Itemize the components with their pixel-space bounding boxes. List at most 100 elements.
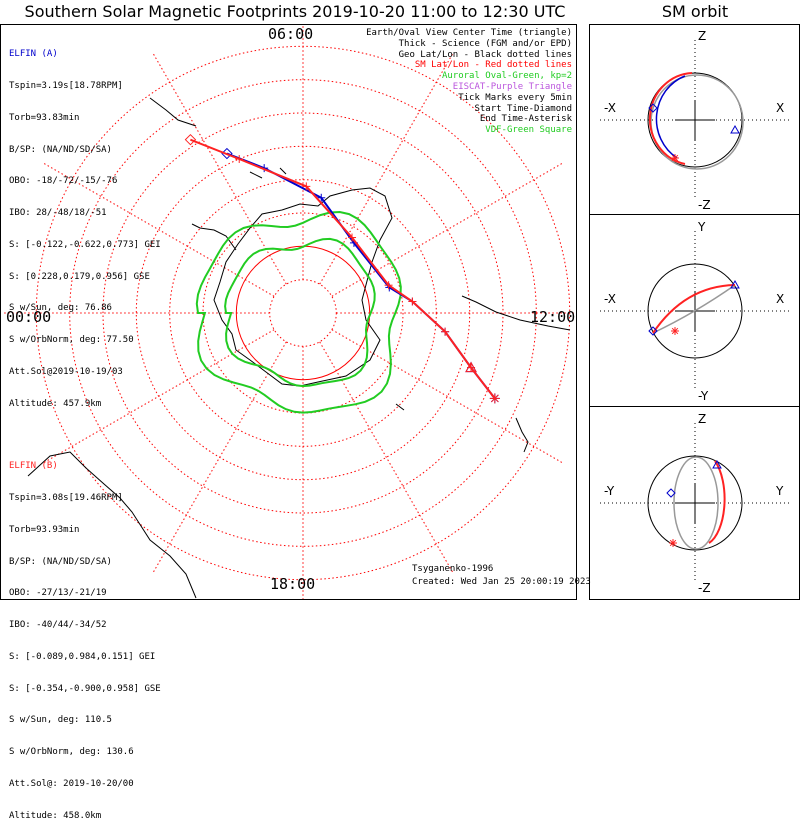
polar-map <box>3 25 576 599</box>
orbit-axis-label: -Y <box>698 389 709 403</box>
orbit-start-diamond <box>648 103 658 113</box>
legend-item: End Time-Asterisk <box>479 114 572 125</box>
sm-latitude-ring <box>102 112 504 514</box>
orbit-axis-label: Z <box>698 29 706 43</box>
earth-outline <box>647 72 743 168</box>
orbit-axis-label: -X <box>604 101 616 115</box>
elfin-b-line: Altitude: 458.0km <box>9 810 102 821</box>
auroral-oval-inner <box>224 237 376 388</box>
view-center-triangle <box>465 361 477 373</box>
elfin-a-line: S w/OrbNorm, deg: 77.50 <box>9 335 134 346</box>
elfin-a-line: Altitude: 457.9km <box>9 398 102 409</box>
orbit-view-triangle <box>712 459 722 469</box>
legend-item: Start Time-Diamond <box>474 103 572 114</box>
sm-latitude-ring <box>135 145 471 481</box>
auroral-oval-outer <box>195 210 402 414</box>
orbit-path-red <box>648 72 693 165</box>
orbit-title: SM orbit <box>661 2 729 21</box>
legend-item: Earth/Oval View Center Time (triangle) <box>366 28 572 38</box>
australia-coastline <box>461 295 571 331</box>
elfin-a-name: ELFIN (A) <box>9 49 58 60</box>
auroral-oval <box>195 210 402 414</box>
footprint-tracks <box>184 133 500 404</box>
elfin-b-line: B/SP: (NA/ND/SD/SA) <box>9 556 112 567</box>
mlt-label-bottom: 18:00 <box>270 575 316 593</box>
elfin-b-line: S w/Sun, deg: 110.5 <box>9 715 112 726</box>
orbit-path-gray <box>673 456 719 550</box>
orbit-start-diamond <box>666 488 676 498</box>
sm-longitude-spoke <box>42 162 275 297</box>
elfin-a-info: ELFIN (A) Tspin=3.19s[18.78RPM] Torb=93.… <box>9 28 161 420</box>
elfin-b-line: OBO: -27/13/-21/19 <box>9 588 107 599</box>
mlt-label-top: 06:00 <box>268 25 314 43</box>
elfin-b-track <box>190 138 496 400</box>
legend-item: Thick - Science (FGM and/or EPD) <box>398 38 572 49</box>
created-label: Created: Wed Jan 25 20:00:19 2023 <box>412 577 591 587</box>
mlt-label-right: 12:00 <box>530 308 576 326</box>
orbit-start-diamond <box>648 326 658 336</box>
earth-outline <box>647 263 743 359</box>
orbit-path-gray <box>652 284 736 334</box>
legend-item: Tick Marks every 5min <box>458 92 572 103</box>
legend-item: SM Lat/Lon - Red dotted lines <box>414 60 572 71</box>
orbit-path-red <box>652 284 736 334</box>
elfin-a-line: S w/Sun, deg: 76.86 <box>9 303 112 314</box>
elfin-b-line: Att.Sol@: 2019-10-20/00 <box>9 779 134 789</box>
elfin-b-line: S w/OrbNorm, deg: 130.6 <box>9 747 134 758</box>
orbit-panel: -X X Z -Z <box>600 29 790 212</box>
orbit-end-asterisk <box>671 154 679 162</box>
elfin-b-line: IBO: -40/44/-34/52 <box>9 620 107 631</box>
elfin-b-info: ELFIN (B) Tspin=3.08s[19.46RPM] Torb=93.… <box>9 440 161 832</box>
sm-longitude-spoke <box>42 329 275 464</box>
legend: Earth/Oval View Center Time (triangle) T… <box>366 28 572 136</box>
orbit-axis-label: X <box>776 292 784 306</box>
coastlines <box>27 97 571 599</box>
elfin-b-line: Tspin=3.08s[19.46RPM] <box>9 492 123 503</box>
legend-item: VDF-Green Square <box>485 125 572 136</box>
elfin-b-line: Torb=93.93min <box>9 524 80 535</box>
elfin-a-line: Torb=93.83min <box>9 112 80 123</box>
orbit-axis-label: X <box>776 101 784 115</box>
new-zealand-coastline <box>515 417 529 453</box>
elfin-b-line: S: [-0.089,0.984,0.151] GEI <box>9 651 156 662</box>
orbit-view-triangle <box>730 279 740 289</box>
start-diamond-marker <box>184 133 197 146</box>
orbit-axis-label: Y <box>697 220 706 234</box>
model-label: Tsyganenko-1996 <box>412 564 494 574</box>
legend-item: EISCAT-Purple Triangle <box>452 81 572 92</box>
africa-coastline <box>149 97 197 127</box>
orbit-panel: -Y Y Z -Z <box>600 412 790 595</box>
sm-latitude-ring <box>269 279 337 347</box>
orbit-axis-label: -Y <box>604 484 615 498</box>
sm-longitude-spoke <box>331 162 564 297</box>
south-america-coastline <box>27 451 197 599</box>
antarctic-peninsula-coastline <box>191 223 237 251</box>
end-asterisk-marker <box>490 394 499 403</box>
sm-longitude-spoke <box>319 52 454 285</box>
elfin-a-line: OBO: -18/-72/-15/-76 <box>9 176 118 187</box>
elfin-a-line: S: [-0.122,-0.622,0.773] GEI <box>9 239 161 250</box>
page-title: Southern Solar Magnetic Footprints 2019-… <box>24 2 566 21</box>
antarctica-coastline <box>213 187 393 387</box>
orbit-panel: -X X Y -Y <box>600 220 790 403</box>
islands-coastline <box>249 167 405 411</box>
orbit-path-gray <box>650 74 744 170</box>
elfin-a-line: B/SP: (NA/ND/SD/SA) <box>9 144 112 155</box>
orbit-panels: -X X Z -Z -X X Y -Y -Y Y Z -Z <box>600 29 790 595</box>
elfin-b-line: S: [-0.354,-0.900,0.958] GSE <box>9 683 161 694</box>
orbit-view-triangle <box>730 124 740 134</box>
orbit-axis-label: -Z <box>698 198 711 212</box>
mlt-label-left: 00:00 <box>6 308 52 326</box>
orbit-axis-label: -X <box>604 292 616 306</box>
sm-longitude-spoke <box>319 341 454 574</box>
orbit-end-asterisk <box>669 539 677 547</box>
orbit-path-red <box>708 460 726 544</box>
sm-longitude-spoke <box>152 52 287 285</box>
orbit-axis-label: Y <box>775 484 784 498</box>
sm-longitude-spoke <box>152 341 287 574</box>
orbit-path-blue <box>655 75 686 159</box>
earth-outline <box>647 455 743 551</box>
sm-longitude-spoke <box>331 329 564 464</box>
legend-item: Geo Lat/Lon - Black dotted lines <box>398 49 572 60</box>
orbit-axis-label: Z <box>698 412 706 426</box>
